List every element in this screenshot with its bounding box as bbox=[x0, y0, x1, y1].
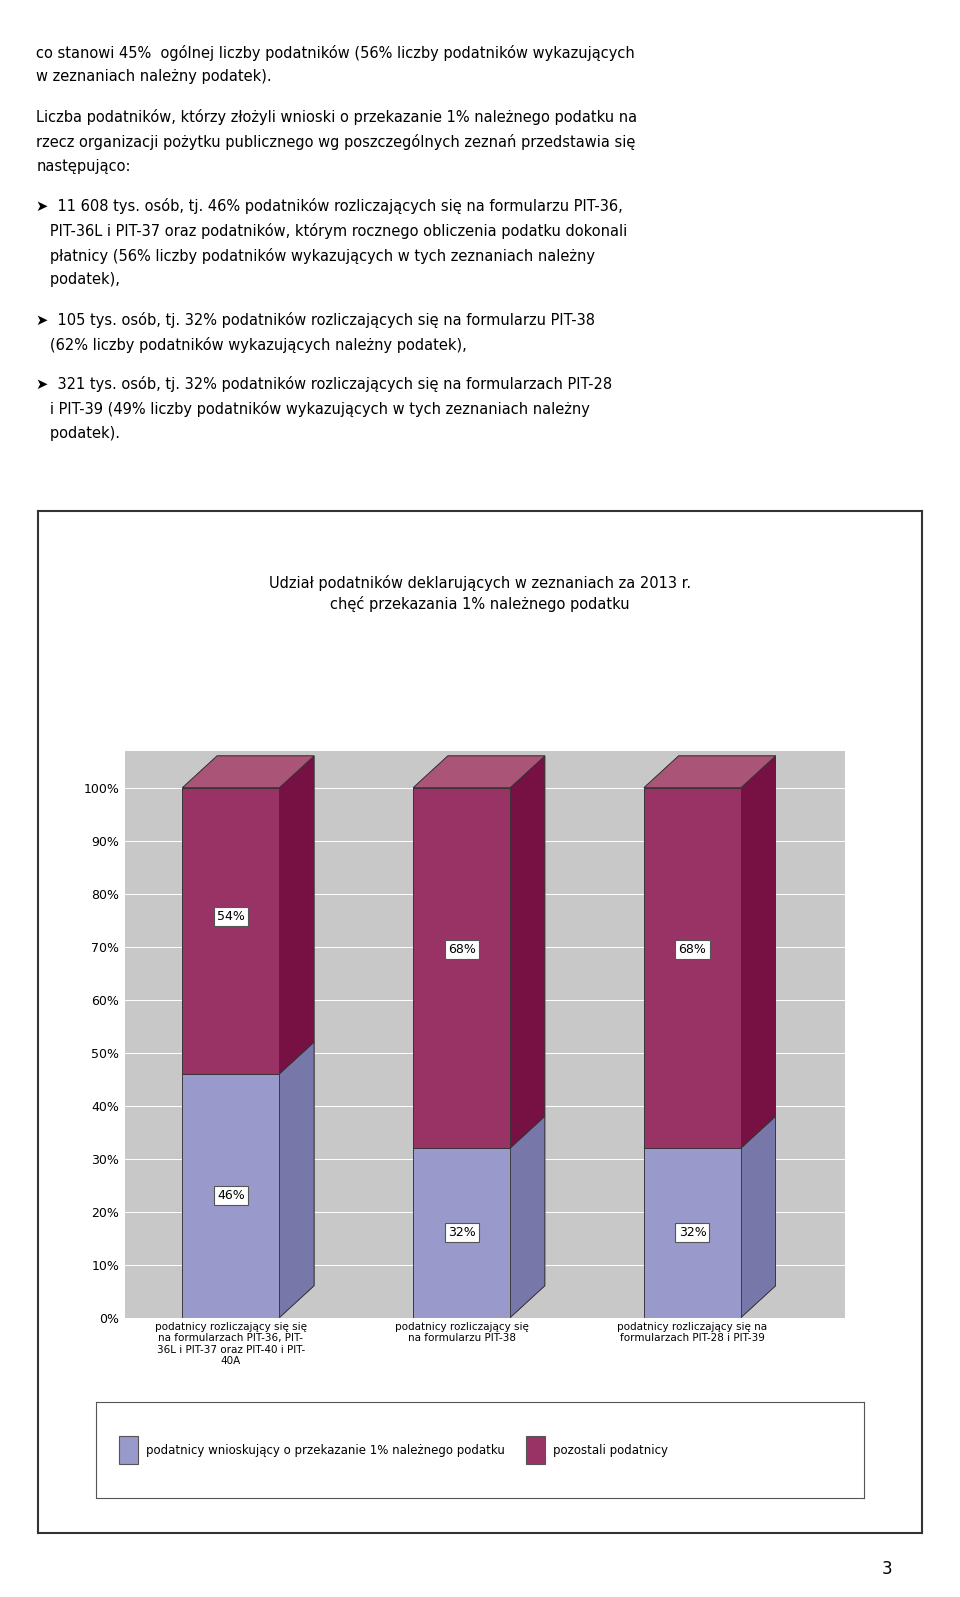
Text: podatek).: podatek). bbox=[36, 426, 121, 441]
Text: i PIT-39 (49% liczby podatników wykazujących w tych zeznaniach należny: i PIT-39 (49% liczby podatników wykazują… bbox=[36, 401, 590, 417]
Text: podatek),: podatek), bbox=[36, 273, 120, 287]
Text: (62% liczby podatników wykazujących należny podatek),: (62% liczby podatników wykazujących nale… bbox=[36, 337, 468, 353]
Polygon shape bbox=[510, 755, 545, 1148]
Text: Udział podatników deklarujących w zeznaniach za 2013 r.
chęć przekazania 1% nale: Udział podatników deklarujących w zeznan… bbox=[269, 575, 691, 612]
Bar bbox=[182, 787, 279, 1073]
Polygon shape bbox=[413, 755, 545, 787]
Text: 68%: 68% bbox=[447, 944, 475, 957]
Polygon shape bbox=[741, 1116, 776, 1318]
Text: w zeznaniach należny podatek).: w zeznaniach należny podatek). bbox=[36, 69, 272, 85]
Text: następująco:: następująco: bbox=[36, 158, 131, 174]
Bar bbox=[526, 1436, 545, 1464]
Text: 46%: 46% bbox=[217, 1190, 245, 1203]
Text: PIT-36L i PIT-37 oraz podatników, którym rocznego obliczenia podatku dokonali: PIT-36L i PIT-37 oraz podatników, którym… bbox=[36, 224, 628, 240]
Text: Liczba podatników, którzy złożyli wnioski o przekazanie 1% należnego podatku na: Liczba podatników, którzy złożyli wniosk… bbox=[36, 109, 637, 125]
Text: ➤  11 608 tys. osób, tj. 46% podatników rozliczających się na formularzu PIT-36,: ➤ 11 608 tys. osób, tj. 46% podatników r… bbox=[36, 198, 623, 214]
Bar bbox=[644, 787, 741, 1318]
Text: 32%: 32% bbox=[679, 1226, 707, 1239]
Text: ➤  321 tys. osób, tj. 32% podatników rozliczających się na formularzach PIT-28: ➤ 321 tys. osób, tj. 32% podatników rozl… bbox=[36, 377, 612, 393]
Text: 54%: 54% bbox=[217, 910, 245, 923]
Bar bbox=[413, 1148, 510, 1318]
Bar bbox=[182, 787, 279, 1318]
Polygon shape bbox=[182, 1041, 314, 1073]
Polygon shape bbox=[182, 755, 314, 787]
Bar bbox=[182, 1073, 279, 1318]
Text: podatnicy wnioskujący o przekazanie 1% należnego podatku: podatnicy wnioskujący o przekazanie 1% n… bbox=[146, 1444, 505, 1456]
Text: 3: 3 bbox=[882, 1560, 893, 1578]
Bar bbox=[119, 1436, 138, 1464]
Polygon shape bbox=[279, 755, 314, 1318]
Bar bbox=[644, 1148, 741, 1318]
Polygon shape bbox=[413, 1116, 545, 1148]
Text: 68%: 68% bbox=[679, 944, 707, 957]
Text: 32%: 32% bbox=[448, 1226, 475, 1239]
Polygon shape bbox=[644, 755, 776, 787]
Bar bbox=[413, 787, 510, 1148]
Polygon shape bbox=[510, 1116, 545, 1318]
Polygon shape bbox=[510, 755, 545, 1318]
Text: pozostali podatnicy: pozostali podatnicy bbox=[553, 1444, 668, 1456]
Text: ➤  105 tys. osób, tj. 32% podatników rozliczających się na formularzu PIT-38: ➤ 105 tys. osób, tj. 32% podatników rozl… bbox=[36, 311, 595, 327]
Text: płatnicy (56% liczby podatników wykazujących w tych zeznaniach należny: płatnicy (56% liczby podatników wykazują… bbox=[36, 248, 595, 264]
Bar bbox=[413, 787, 510, 1318]
Polygon shape bbox=[644, 755, 776, 787]
Bar bbox=[644, 787, 741, 1148]
Polygon shape bbox=[279, 755, 314, 1073]
Polygon shape bbox=[413, 755, 545, 787]
Polygon shape bbox=[741, 755, 776, 1318]
Polygon shape bbox=[741, 755, 776, 1148]
Polygon shape bbox=[644, 1116, 776, 1148]
Polygon shape bbox=[279, 1041, 314, 1318]
Text: rzecz organizacji pożytku publicznego wg poszczególnych zeznań przedstawia się: rzecz organizacji pożytku publicznego wg… bbox=[36, 134, 636, 150]
Text: co stanowi 45%  ogólnej liczby podatników (56% liczby podatników wykazujących: co stanowi 45% ogólnej liczby podatników… bbox=[36, 45, 636, 61]
Polygon shape bbox=[182, 755, 314, 787]
